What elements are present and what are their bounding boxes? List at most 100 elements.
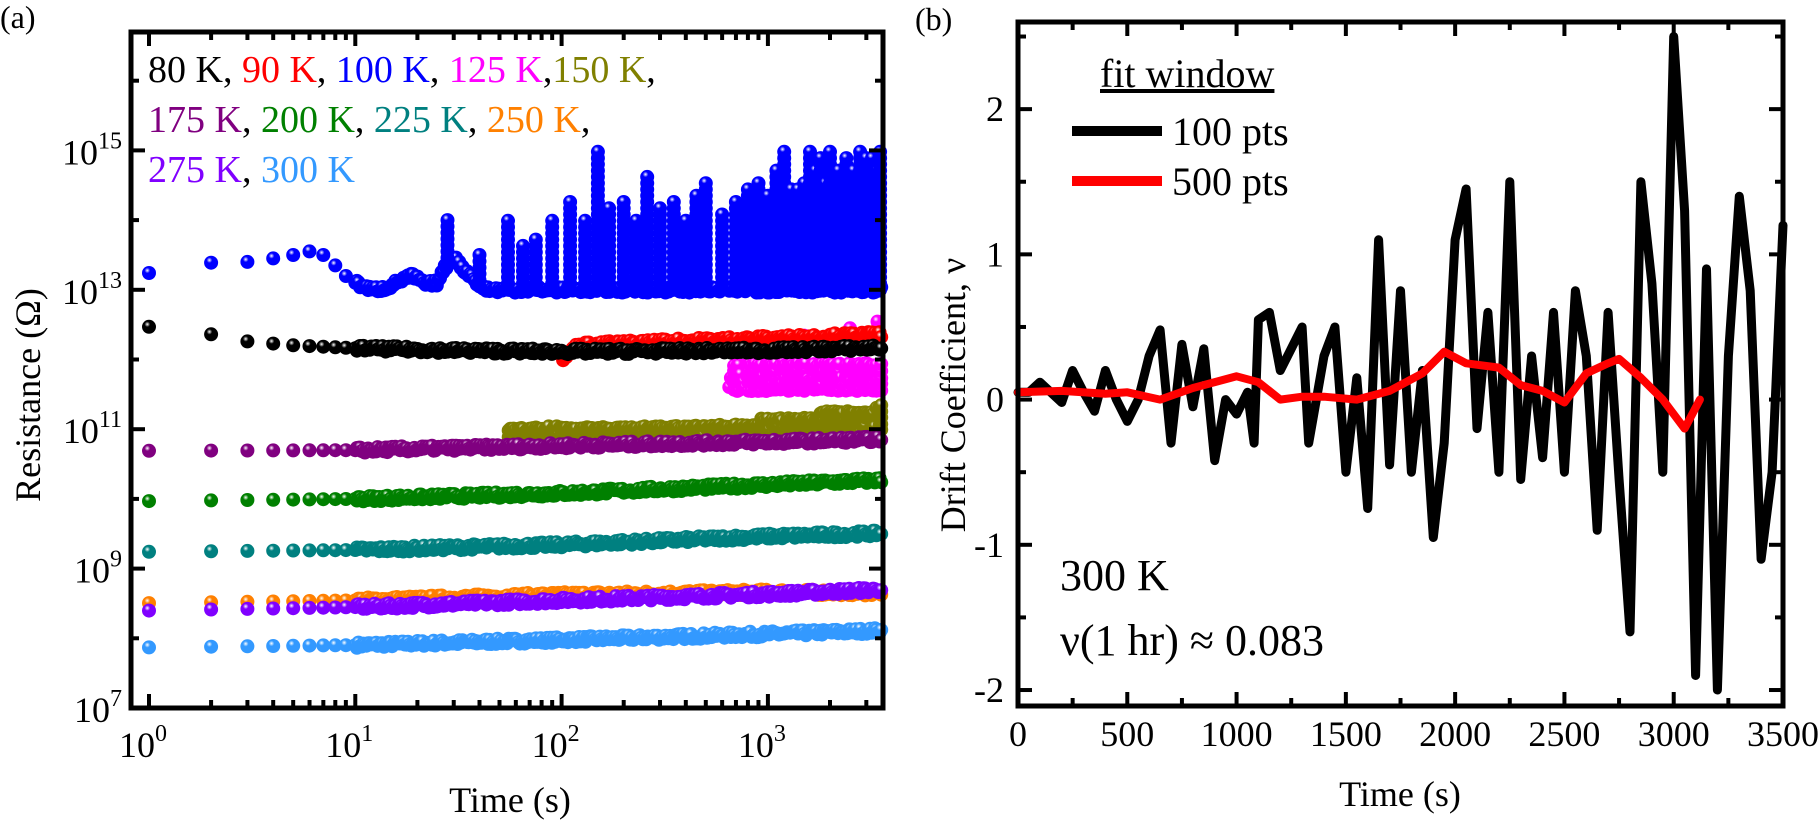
marker-300K	[266, 639, 281, 653]
marker-80K	[204, 327, 219, 342]
marker-300K	[240, 639, 255, 654]
marker-100K	[728, 195, 743, 209]
marker-100K	[839, 151, 854, 166]
panel-a-y-axis-title: Resistance (Ω)	[8, 288, 48, 502]
y-tick-label: -2	[974, 670, 1004, 710]
legend-label-500pts: 500 pts	[1172, 159, 1289, 204]
legend-separator: ,	[242, 99, 261, 141]
legend-separator: ,	[646, 49, 656, 91]
x-tick-label: 101	[325, 721, 373, 765]
marker-275K	[316, 600, 331, 615]
marker-80K	[266, 336, 281, 351]
marker-175K	[302, 443, 317, 458]
marker-275K	[204, 602, 219, 617]
legend-separator: ,	[430, 49, 449, 91]
marker-100K	[286, 248, 301, 262]
marker-275K	[142, 603, 156, 618]
marker-100K	[472, 248, 487, 262]
x-tick-label: 102	[532, 721, 580, 765]
x-tick-label: 1000	[1201, 714, 1273, 754]
legend-entry: 200 K	[261, 99, 356, 141]
legend-title: fit window	[1100, 51, 1275, 96]
marker-100K	[316, 248, 331, 262]
panel-a-x-axis-title: Time (s)	[449, 780, 571, 820]
legend-separator: ,	[543, 49, 553, 91]
legend-entry: 100 K	[336, 49, 431, 91]
marker-275K	[266, 601, 281, 616]
marker-275K	[286, 601, 301, 616]
y-tick-label: 109	[74, 547, 122, 591]
marker-80K	[142, 319, 156, 334]
marker-100K	[302, 244, 317, 259]
marker-275K	[302, 600, 317, 615]
marker-200K	[316, 492, 331, 507]
panel-a-markers	[142, 144, 889, 655]
marker-300K	[142, 640, 156, 655]
panel-b-legend: fit window 100 pts 500 pts	[1072, 51, 1289, 204]
legend-separator: ,	[468, 99, 487, 141]
legend-entry: 90 K	[242, 49, 318, 91]
legend-row: 80 K, 90 K, 100 K, 125 K,150 K,	[148, 49, 656, 91]
marker-175K	[240, 443, 255, 458]
marker-100K	[698, 176, 713, 191]
marker-100K	[501, 213, 515, 228]
marker-100K	[328, 258, 343, 273]
marker-200K	[240, 493, 255, 507]
legend-entry: 275 K	[148, 149, 243, 191]
legend-separator: ,	[242, 149, 261, 191]
x-tick-label: 3000	[1638, 714, 1710, 754]
x-tick-label: 500	[1100, 714, 1154, 754]
x-tick-label: 2000	[1419, 714, 1491, 754]
marker-100K	[266, 251, 281, 266]
marker-100K	[616, 195, 631, 209]
marker-200K	[204, 493, 219, 508]
marker-80K	[302, 339, 317, 354]
y-tick-label: 107	[74, 686, 122, 730]
marker-100K	[653, 201, 667, 216]
marker-175K	[266, 443, 281, 458]
y-tick-label: 0	[986, 380, 1004, 420]
marker-100K	[751, 176, 766, 191]
marker-80K	[240, 334, 255, 349]
y-tick-label: 1015	[62, 128, 122, 172]
marker-225K	[142, 544, 156, 559]
annotation-temperature: 300 K	[1060, 551, 1169, 600]
marker-100K	[666, 195, 681, 209]
legend-entry: 300 K	[261, 149, 356, 191]
x-tick-label: 1500	[1310, 714, 1382, 754]
marker-275K	[240, 601, 255, 616]
panel-a-label: (a)	[0, 0, 36, 35]
legend-separator: ,	[223, 49, 242, 91]
y-tick-label: -1	[974, 525, 1004, 565]
marker-175K	[316, 443, 331, 458]
marker-100K	[590, 144, 605, 159]
legend-entry: 80 K	[148, 49, 224, 91]
annotation-drift-value: ν(1 hr) ≈ 0.083	[1060, 616, 1324, 665]
marker-100K	[823, 144, 837, 159]
marker-100K	[142, 266, 156, 280]
y-tick-label: 1013	[62, 268, 122, 312]
marker-200K	[286, 492, 301, 507]
marker-100K	[240, 254, 255, 269]
panel-a: (a) 100 101 102 103 107 109 1011 1013 1015 Time …	[0, 0, 889, 820]
y-tick-label: 1	[986, 234, 1004, 274]
marker-100K	[640, 169, 655, 184]
marker-225K	[302, 543, 317, 558]
marker-225K	[328, 543, 343, 558]
marker-100K	[715, 207, 730, 222]
legend-entry: 225 K	[374, 99, 469, 141]
marker-100K	[440, 213, 455, 228]
legend-separator: ,	[355, 99, 374, 141]
y-tick-label: 2	[986, 89, 1004, 129]
marker-100K	[602, 201, 617, 216]
marker-175K	[286, 443, 301, 458]
marker-80K	[328, 340, 343, 355]
marker-100K	[545, 213, 560, 228]
x-tick-label: 0	[1009, 714, 1027, 754]
marker-100K	[516, 238, 530, 253]
y-tick-label: 1011	[63, 407, 122, 451]
x-tick-label: 2500	[1528, 714, 1600, 754]
legend-separator: ,	[317, 49, 336, 91]
panel-b-y-axis-title: Drift Coefficient, ν	[933, 258, 973, 533]
